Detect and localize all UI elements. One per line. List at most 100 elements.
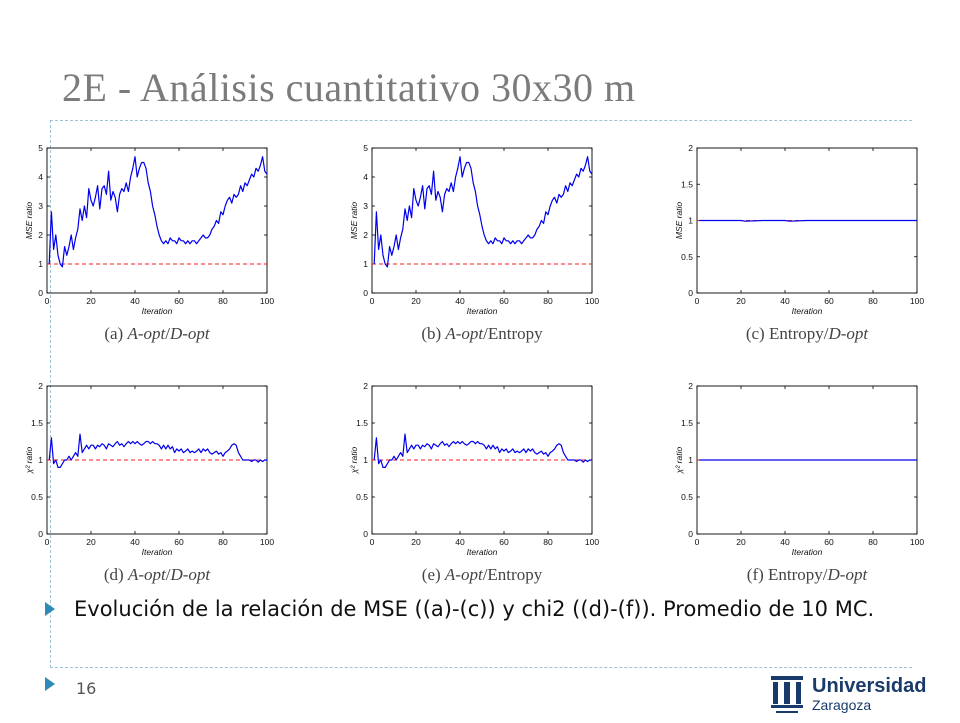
bullet-arrow-icon [45,602,55,616]
caption-left-term: A-opt [444,324,484,343]
caption-tag: (b) [421,324,441,343]
chart-a-frame [46,147,268,294]
x-axis-label: Iteration [142,547,173,557]
chart-panel-a: 0 20 40 60 80 100 0 1 2 3 4 5 Iteration MSE ratio (a) … [20,140,300,355]
series-line [48,433,267,469]
x-axis-label: Iteration [467,547,498,557]
chart-panel-c: 0 20 40 60 80 100 0 0.5 1 1.5 2 Iteration MSE ratio (… [670,140,950,355]
bullet-text: Evolución de la relación de MSE ((a)-(c)… [74,597,875,621]
chart-caption: (e) A-opt/Entropy [422,565,543,584]
caption-left-term: A-opt [127,565,167,584]
y-tick-label: 0 [363,288,368,298]
y-tick-label: 2 [38,381,43,391]
y-tick-label: 1.5 [31,418,43,428]
caption-separator: / [823,565,828,584]
chart-caption: (f) Entropy/D-opt [747,565,869,584]
caption-separator: / [166,565,171,584]
y-tick-label: 0 [688,288,693,298]
y-tick-label: 0.5 [31,492,43,502]
caption-right-term: D-opt [827,565,869,584]
y-tick-label: 4 [38,172,43,182]
x-tick-label: 80 [218,296,228,306]
y-axis-label: MSE ratio [349,202,359,240]
y-tick-label: 2 [38,230,43,240]
x-axis-label: Iteration [142,306,173,316]
caption-right-term: D-opt [169,324,211,343]
x-tick-label: 100 [585,296,599,306]
x-tick-label: 60 [824,296,834,306]
caption-right-term: Entropy [488,324,543,343]
page-number: 16 [76,679,97,698]
x-tick-label: 20 [736,296,746,306]
chart-f-svg: 0 20 40 60 80 100 0 0.5 1 1.5 2 Iteration χ² ratio (f… [674,381,924,584]
y-tick-label: 1.5 [681,418,693,428]
y-axis-label: MSE ratio [674,202,684,240]
x-tick-label: 20 [411,537,421,547]
caption-tag: (d) [104,565,124,584]
y-axis-label: χ² ratio [24,447,34,475]
y-tick-label: 5 [38,143,43,153]
caption-left-term: A-opt [126,324,166,343]
caption-right-term: D-opt [169,565,211,584]
y-tick-label: 2 [363,381,368,391]
y-tick-label: 1 [363,455,368,465]
caption-right-term: D-opt [827,324,869,343]
chart-d-svg: 0 20 40 60 80 100 0 0.5 1 1.5 2 Iteration χ² ratio (d… [24,381,274,584]
caption-left-term: A-opt [444,565,484,584]
y-tick-label: 3 [363,201,368,211]
caption-left-term: Entropy [768,565,823,584]
chart-e-svg: 0 20 40 60 80 100 0 0.5 1 1.5 2 Iteration χ² ratio (e… [349,381,599,584]
chart-e-frame [371,385,593,535]
caption-tag: (e) [422,565,441,584]
x-tick-label: 80 [543,296,553,306]
y-axis-label: χ² ratio [349,447,359,475]
x-tick-label: 20 [736,537,746,547]
x-tick-label: 100 [585,537,599,547]
y-axis-label: MSE ratio [24,202,34,240]
logo-city-text: Zaragoza [812,697,872,713]
x-axis-label: Iteration [792,547,823,557]
chart-b-frame [371,147,593,294]
y-tick-label: 0 [38,288,43,298]
x-tick-label: 40 [130,296,140,306]
left-margin-divider [50,120,51,668]
x-tick-label: 20 [411,296,421,306]
caption-separator: / [824,324,829,343]
y-tick-label: 4 [363,172,368,182]
y-tick-label: 1 [688,216,693,226]
y-tick-label: 1.5 [681,179,693,189]
caption-tag: (c) [746,324,765,343]
x-tick-label: 0 [45,296,50,306]
x-axis-label: Iteration [792,306,823,316]
y-tick-label: 0.5 [681,492,693,502]
x-tick-label: 0 [695,537,700,547]
x-tick-label: 0 [370,296,375,306]
y-tick-label: 1 [363,259,368,269]
x-tick-label: 20 [86,296,96,306]
x-tick-label: 60 [824,537,834,547]
x-tick-label: 20 [86,537,96,547]
chart-d-frame [46,385,268,535]
chart-b-svg: 0 20 40 60 80 100 0 1 2 3 4 5 Iteration MSE ratio (b) … [349,143,599,343]
caption-separator: / [483,324,488,343]
x-tick-label: 100 [260,296,274,306]
chart-caption: (b) A-opt/Entropy [421,324,543,343]
slide-title: 2E - Análisis cuantitativo 30x30 m [62,65,636,110]
x-tick-label: 60 [499,537,509,547]
caption-left-term: Entropy [769,324,824,343]
x-tick-label: 40 [130,537,140,547]
x-tick-label: 100 [910,537,924,547]
chart-panel-e: 0 20 40 60 80 100 0 0.5 1 1.5 2 Iteration χ² ratio (e… [345,380,625,588]
x-tick-label: 0 [370,537,375,547]
y-tick-label: 2 [363,230,368,240]
caption-separator: / [165,324,170,343]
y-tick-label: 0 [688,529,693,539]
y-tick-label: 5 [363,143,368,153]
y-tick-label: 1 [38,259,43,269]
chart-a-svg: 0 20 40 60 80 100 0 1 2 3 4 5 Iteration MSE ratio (a) … [24,143,274,343]
x-tick-label: 60 [499,296,509,306]
y-tick-label: 0.5 [681,252,693,262]
series-line [48,156,268,268]
chart-caption: (c) Entropy/D-opt [746,324,870,343]
x-tick-label: 100 [260,537,274,547]
